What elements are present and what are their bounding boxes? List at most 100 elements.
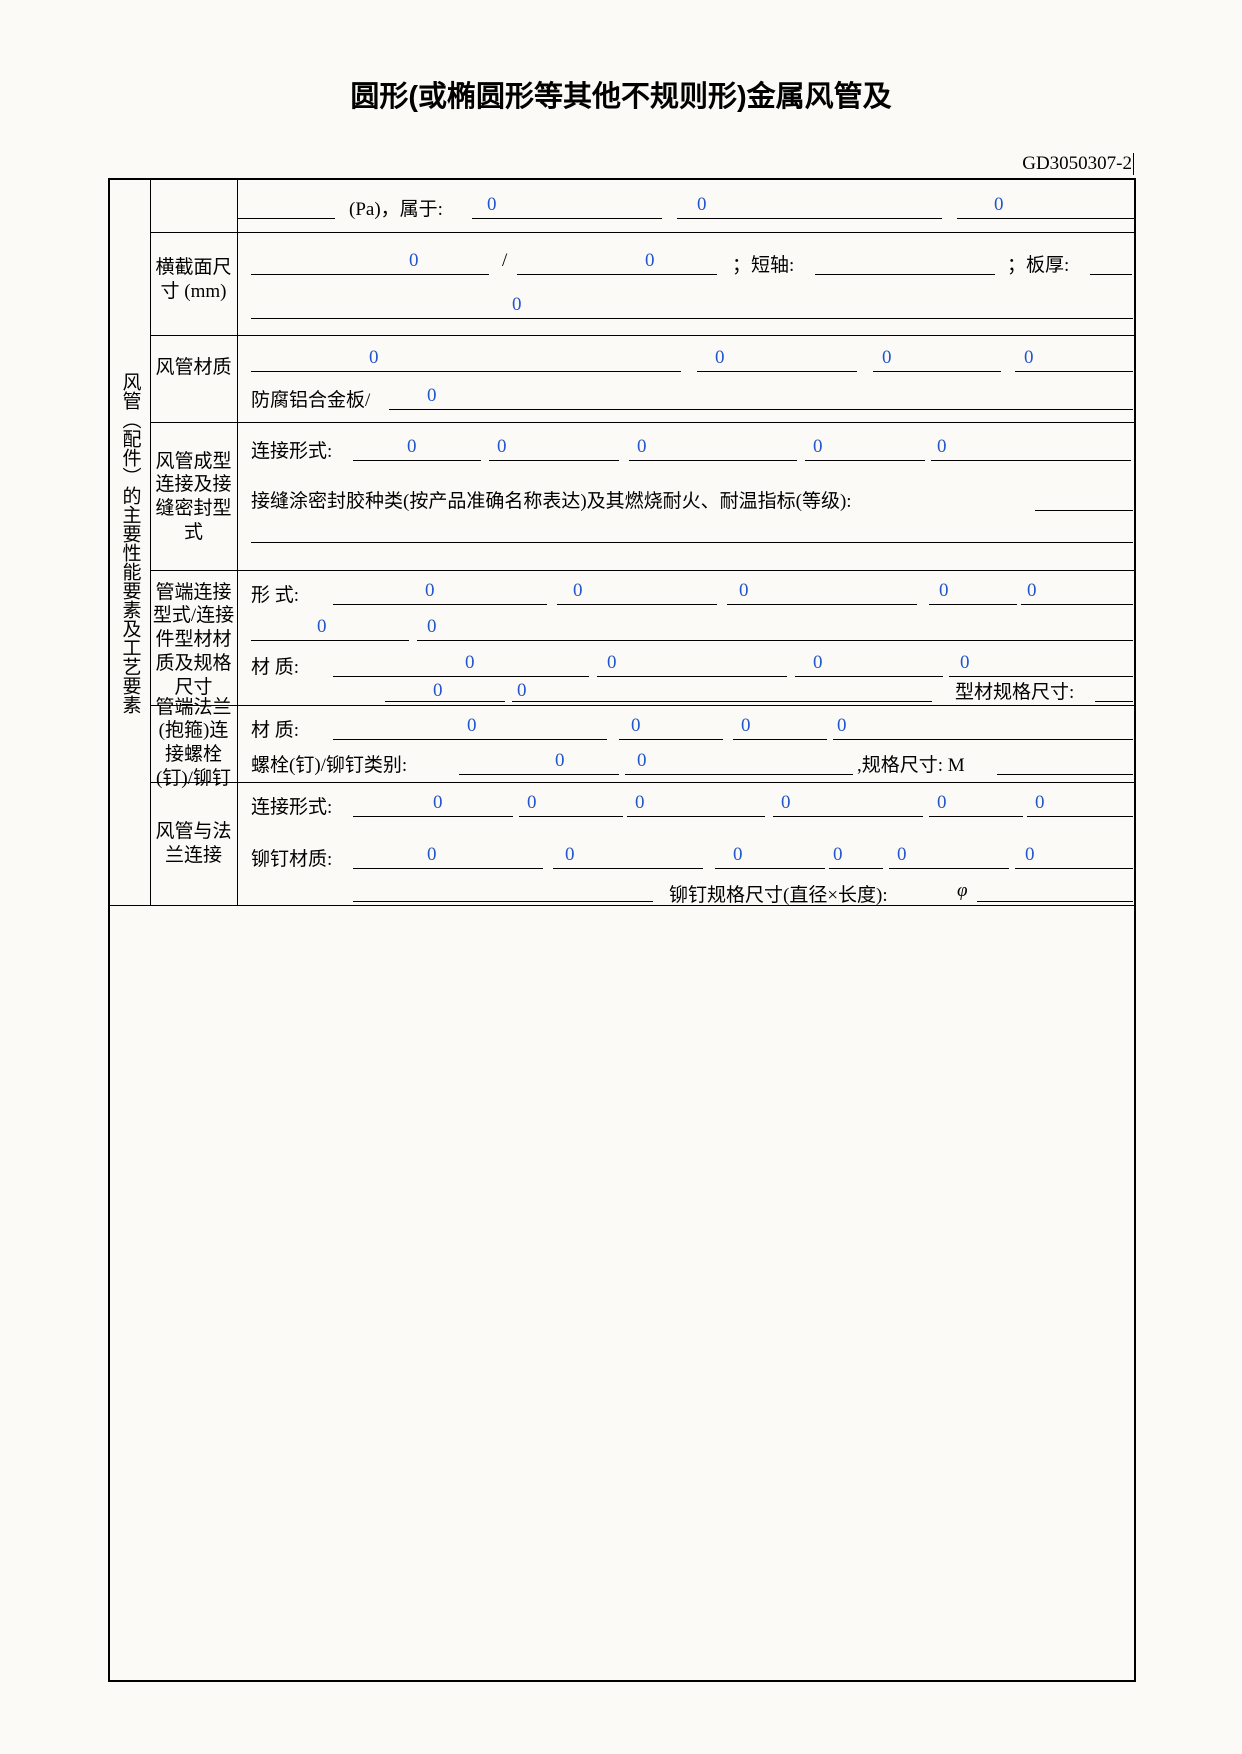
row4-style-label: 形 式: — [251, 580, 299, 607]
row6-cv4: 0 — [781, 792, 791, 814]
row6-cv5: 0 — [937, 792, 947, 814]
row6: 连接形式: 0 0 0 0 0 0 铆钉材质: 0 0 0 0 0 0 铆钉规格… — [237, 782, 1134, 905]
row5-uc — [733, 739, 827, 740]
row5-uf — [625, 774, 853, 775]
row6-uk — [889, 868, 1009, 869]
row1-ulong — [251, 318, 1133, 319]
row3-ud — [805, 460, 925, 461]
row5-bolt-label: 螺栓(钉)/铆钉类别: — [251, 750, 407, 777]
row2-ulow — [389, 409, 1133, 410]
row5-ub — [619, 739, 723, 740]
row4-sv4: 0 — [939, 580, 949, 602]
row3-ulong — [251, 542, 1133, 543]
row4: 形 式: 0 0 0 0 0 0 0 材 质: 0 0 0 0 0 0 型材规格… — [237, 570, 1134, 705]
row6-ub — [519, 816, 623, 817]
row2-v1: 0 — [369, 347, 379, 369]
label-duct-flange: 风管与法兰连接 — [150, 804, 237, 884]
row2-ua — [251, 371, 681, 372]
row4-ul — [385, 701, 505, 702]
row6-cv6: 0 — [1035, 792, 1045, 814]
label-material: 风管材质 — [150, 350, 237, 386]
row6-ua — [353, 816, 513, 817]
row1-v2: 0 — [645, 250, 655, 272]
row4-ui — [597, 676, 787, 677]
row4-uf — [251, 640, 409, 641]
row1-ub — [517, 274, 717, 275]
row6-rivet-mat-label: 铆钉材质: — [251, 844, 332, 871]
row0-v2: 0 — [697, 194, 707, 216]
row4-un — [1095, 701, 1133, 702]
row4-mv1: 0 — [465, 652, 475, 674]
row4-spec-label: 型材规格尺寸: — [955, 677, 1074, 704]
row5-ua — [333, 739, 607, 740]
row5-bv1: 0 — [555, 750, 565, 772]
row0-u1 — [472, 218, 662, 219]
row1-thickness: ；板厚: — [1007, 250, 1069, 277]
row6-rv3: 0 — [733, 844, 743, 866]
row5-mv1: 0 — [467, 715, 477, 737]
row2-v5: 0 — [427, 385, 437, 407]
row3-uf — [1035, 510, 1133, 511]
row6-cv3: 0 — [635, 792, 645, 814]
row1-ud — [1090, 274, 1132, 275]
side-vertical-label: 风管（配件）的主要性能要素及工艺要素 — [110, 180, 150, 905]
row6-ue — [929, 816, 1023, 817]
row4-mv3: 0 — [813, 652, 823, 674]
row4-mv4: 0 — [960, 652, 970, 674]
row4-sv5: 0 — [1027, 580, 1037, 602]
row6-ud — [773, 816, 923, 817]
hline-6 — [110, 905, 1134, 906]
row0-u3 — [957, 218, 1135, 219]
row3-v4: 0 — [813, 436, 823, 458]
row6-ul — [1015, 868, 1133, 869]
row0-u0 — [237, 218, 335, 219]
row6-uf — [1027, 816, 1133, 817]
row5-mv2: 0 — [631, 715, 641, 737]
row6-rv2: 0 — [565, 844, 575, 866]
row4-ug — [417, 640, 1133, 641]
row3-ua — [353, 460, 481, 461]
row3-v1: 0 — [407, 436, 417, 458]
row5-ud — [833, 739, 1133, 740]
row3-ue — [931, 460, 1131, 461]
page-title-line1: 圆形(或椭圆形等其他不规则形)金属风管及 — [0, 0, 1242, 117]
row2-ud — [1015, 371, 1133, 372]
row6-cv1: 0 — [433, 792, 443, 814]
row2-ub — [697, 371, 857, 372]
row0-u2 — [677, 218, 942, 219]
row4-uh — [333, 676, 589, 677]
row6-conn-label: 连接形式: — [251, 792, 332, 819]
form-outer-frame: 风管（配件）的主要性能要素及工艺要素 横截面尺寸 (mm) 风管材质 风管成型连… — [108, 178, 1136, 1682]
row4-uc — [727, 604, 917, 605]
row3: 连接形式: 0 0 0 0 0 接缝涂密封胶种类(按产品准确名称表达)及其燃烧耐… — [237, 422, 1134, 570]
row4-um — [512, 701, 932, 702]
row4-uj — [795, 676, 943, 677]
row4-sv6: 0 — [317, 616, 327, 638]
row5-bv2: 0 — [637, 750, 647, 772]
row4-sv1: 0 — [425, 580, 435, 602]
row6-ui — [715, 868, 825, 869]
row1-uc — [815, 274, 995, 275]
row5: 材 质: 0 0 0 0 螺栓(钉)/铆钉类别: 0 0 ,规格尺寸: M — [237, 705, 1134, 782]
row6-rv1: 0 — [427, 844, 437, 866]
row5-mv4: 0 — [837, 715, 847, 737]
row5-ue — [459, 774, 619, 775]
row4-sv3: 0 — [739, 580, 749, 602]
row6-rv6: 0 — [1025, 844, 1035, 866]
row4-mv5b: 0 — [517, 680, 527, 702]
label-section-dim: 横截面尺寸 (mm) — [150, 250, 237, 310]
row4-sv7: 0 — [427, 616, 437, 638]
row3-ub — [489, 460, 619, 461]
row4-ud — [929, 604, 1017, 605]
row6-uj — [829, 868, 883, 869]
row6-uh — [553, 868, 703, 869]
row0-prefix: (Pa)，属于: — [349, 194, 443, 221]
label-flange-bolt: 管端法兰(抱箍)连接螺栓(钉)/铆钉 — [150, 708, 237, 778]
row4-ub — [557, 604, 717, 605]
row4-ue — [1021, 604, 1133, 605]
row3-note: 接缝涂密封胶种类(按产品准确名称表达)及其燃烧耐火、耐温指标(等级): — [251, 486, 852, 513]
row2: 0 0 0 0 防腐铝合金板/ 0 — [237, 335, 1134, 422]
row2-v2: 0 — [715, 347, 725, 369]
label-form-joint: 风管成型连接及接缝密封型式 — [150, 432, 237, 562]
label-end-conn: 管端连接型式/连接件型材材质及规格尺寸 — [150, 580, 237, 700]
